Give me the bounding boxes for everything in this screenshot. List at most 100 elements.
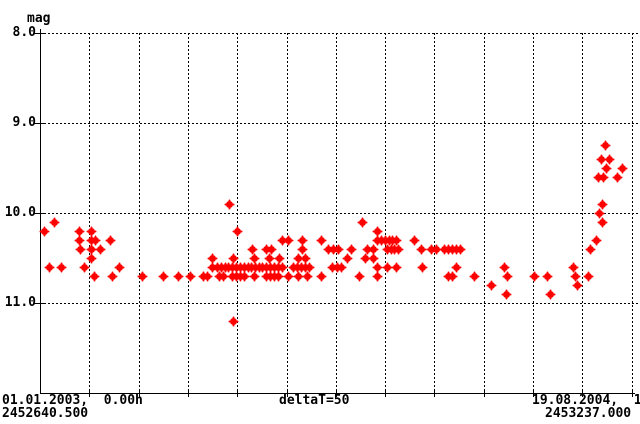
y-axis-tick — [34, 213, 44, 214]
data-point — [263, 272, 271, 280]
data-point — [361, 254, 369, 262]
data-point — [297, 263, 305, 271]
horizontal-gridline — [40, 303, 638, 304]
x-axis-tick — [631, 389, 633, 397]
data-point — [236, 263, 244, 271]
vertical-gridline — [187, 33, 189, 389]
vertical-gridline — [631, 33, 633, 389]
data-point — [595, 209, 603, 217]
horizontal-gridline — [40, 123, 638, 124]
data-point — [41, 227, 49, 235]
y-axis-line — [40, 29, 41, 394]
data-point — [531, 272, 539, 280]
data-point — [87, 254, 95, 262]
data-point — [252, 263, 260, 271]
data-point — [284, 236, 292, 244]
data-point — [90, 272, 98, 280]
data-point — [502, 290, 510, 298]
data-point — [573, 281, 581, 289]
x-axis-tick — [237, 389, 239, 397]
data-point — [233, 227, 241, 235]
vertical-gridline — [89, 33, 91, 389]
data-point — [614, 173, 622, 181]
x-axis-end-jd-label: 2453237.000 — [545, 406, 632, 421]
data-point — [330, 245, 338, 253]
data-point — [200, 272, 208, 280]
data-point — [393, 236, 401, 244]
data-point — [325, 245, 333, 253]
data-point — [279, 236, 287, 244]
data-point — [259, 263, 267, 271]
data-point — [373, 272, 381, 280]
x-axis-tick — [89, 389, 91, 397]
data-point — [547, 290, 555, 298]
data-point — [174, 272, 182, 280]
vertical-gridline — [286, 33, 288, 389]
data-point — [76, 245, 84, 253]
data-point — [338, 263, 346, 271]
data-point — [452, 263, 460, 271]
data-point — [606, 155, 614, 163]
data-point — [219, 272, 227, 280]
data-point — [298, 245, 306, 253]
data-point — [500, 263, 508, 271]
data-point — [139, 272, 147, 280]
y-axis-tick — [34, 33, 44, 34]
data-point — [411, 236, 419, 244]
data-point — [329, 263, 337, 271]
x-axis-start-jd-label: 2452640.500 — [2, 406, 89, 421]
data-point — [598, 200, 606, 208]
data-point — [383, 263, 391, 271]
data-point — [598, 218, 606, 226]
vertical-gridline — [483, 33, 485, 389]
data-point — [228, 272, 236, 280]
data-point — [303, 272, 311, 280]
data-point — [271, 263, 279, 271]
data-point — [96, 245, 104, 253]
data-point — [456, 245, 464, 253]
data-point — [358, 218, 366, 226]
horizontal-gridline — [40, 33, 638, 34]
data-point — [106, 236, 114, 244]
data-point — [263, 245, 271, 253]
data-point — [248, 263, 256, 271]
data-point — [301, 263, 309, 271]
data-point — [603, 164, 611, 172]
data-point — [383, 245, 391, 253]
x-axis-line — [40, 393, 635, 394]
x-axis-start-date-label: 01.01.2003, 0.00h — [2, 393, 143, 408]
data-point — [232, 263, 240, 271]
data-point — [348, 245, 356, 253]
data-point — [393, 263, 401, 271]
data-point — [373, 236, 381, 244]
data-point — [209, 254, 217, 262]
data-point — [448, 245, 456, 253]
data-point — [289, 263, 297, 271]
data-point — [395, 245, 403, 253]
data-point — [80, 263, 88, 271]
data-point — [279, 263, 287, 271]
data-point — [46, 263, 54, 271]
data-point — [373, 227, 381, 235]
data-point — [387, 245, 395, 253]
y-tick-label-8: 8.0 — [12, 25, 36, 40]
data-point — [389, 236, 397, 244]
data-point — [159, 272, 167, 280]
data-point — [597, 155, 605, 163]
data-point — [318, 272, 326, 280]
vertical-gridline — [138, 33, 140, 389]
data-point — [355, 272, 363, 280]
data-point — [236, 272, 244, 280]
data-point — [266, 254, 274, 262]
data-point — [432, 245, 440, 253]
data-point — [377, 236, 385, 244]
data-point — [267, 263, 275, 271]
x-axis-tick — [533, 389, 534, 397]
data-point — [244, 263, 252, 271]
data-point — [619, 164, 627, 172]
data-point — [418, 245, 426, 253]
data-point — [363, 245, 371, 253]
y-tick-label-10: 10.0 — [4, 205, 36, 220]
data-point — [592, 236, 600, 244]
